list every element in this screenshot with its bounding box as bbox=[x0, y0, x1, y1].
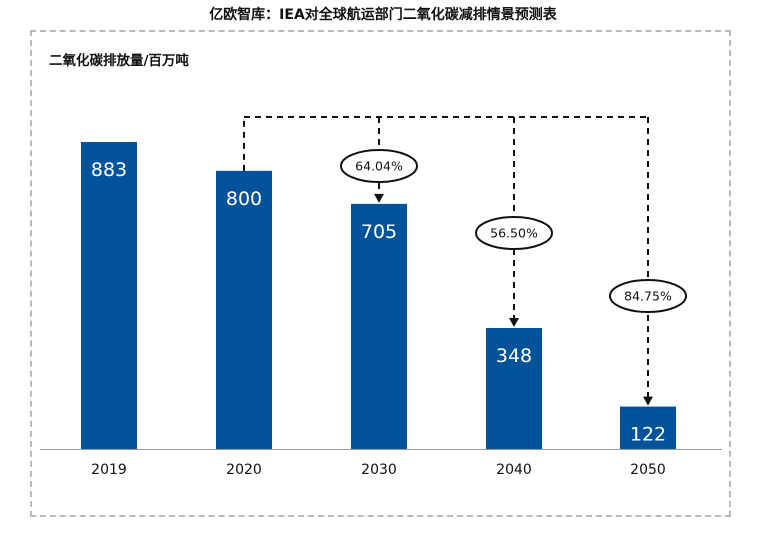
reduction-label-2050: 84.75% bbox=[624, 289, 672, 304]
bar-value-label-2019: 883 bbox=[91, 159, 127, 181]
x-tick-label-2030: 2030 bbox=[361, 462, 397, 478]
reduction-ellipse-2050 bbox=[609, 279, 687, 313]
reduction-label-2040: 56.50% bbox=[490, 226, 538, 241]
chart-title: 亿欧智库：IEA对全球航运部门二氧化碳减排情景预测表 bbox=[209, 7, 557, 23]
bar-2050 bbox=[620, 406, 676, 449]
bar-value-label-2040: 348 bbox=[496, 345, 532, 367]
x-tick-label-2019: 2019 bbox=[91, 462, 127, 478]
x-tick-label-2040: 2040 bbox=[496, 462, 532, 478]
bar-2020 bbox=[216, 170, 272, 449]
arrow-head-2040 bbox=[509, 318, 519, 328]
reduction-ellipse-2030 bbox=[340, 149, 418, 183]
arrow-head-2030 bbox=[374, 193, 384, 203]
x-tick-label-2020: 2020 bbox=[226, 462, 262, 478]
reduction-ellipse-2040 bbox=[475, 216, 553, 250]
bar-2030 bbox=[351, 203, 407, 449]
bar-value-label-2020: 800 bbox=[226, 188, 262, 210]
reduction-label-2030: 64.04% bbox=[355, 159, 403, 174]
x-tick-label-2050: 2050 bbox=[630, 462, 666, 478]
chart-frame bbox=[30, 30, 731, 517]
arrow-head-2050 bbox=[643, 396, 653, 406]
bar-value-label-2050: 122 bbox=[630, 424, 666, 446]
bar-value-label-2030: 705 bbox=[361, 221, 397, 243]
y-axis-label: 二氧化碳排放量/百万吨 bbox=[49, 53, 189, 69]
bar-2019 bbox=[81, 142, 137, 449]
bar-2040 bbox=[486, 328, 542, 449]
